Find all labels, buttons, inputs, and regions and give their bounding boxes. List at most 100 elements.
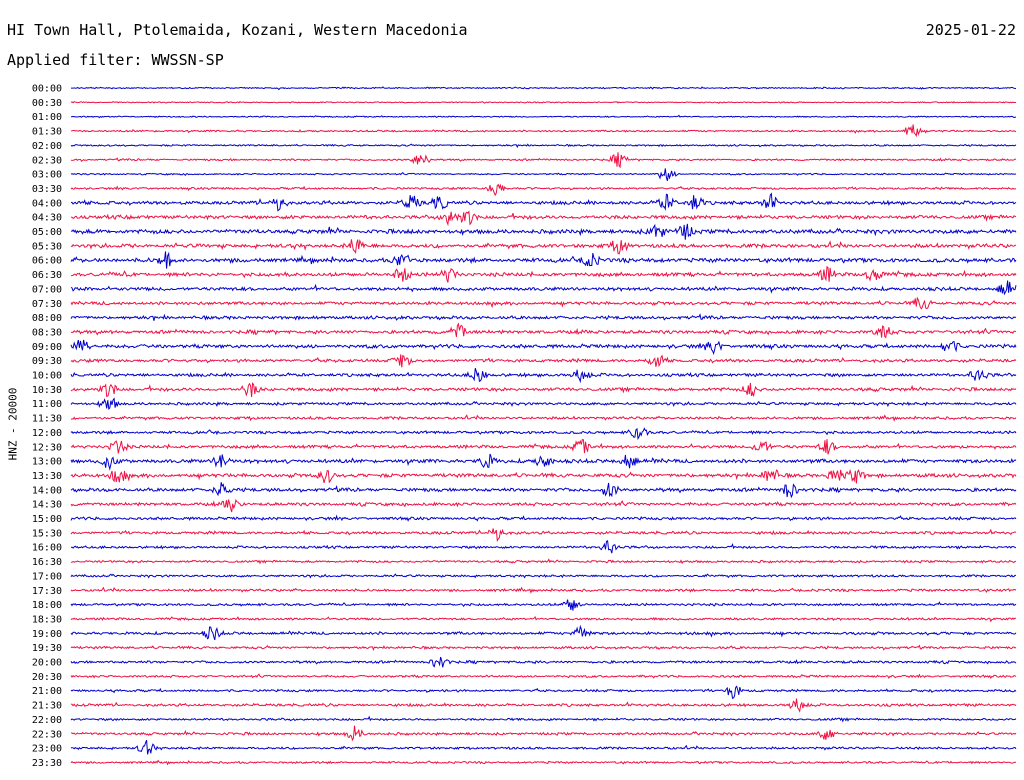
trace-1200: [70, 427, 1017, 441]
time-tick-0600: 06:00: [32, 256, 62, 267]
time-tick-1300: 13:00: [32, 457, 62, 468]
trace-0830: [70, 322, 1017, 339]
time-tick-0400: 04:00: [32, 198, 62, 209]
time-tick-0300: 03:00: [32, 170, 62, 181]
trace-0100: [70, 114, 1017, 119]
time-tick-1330: 13:30: [32, 471, 62, 482]
trace-0130: [70, 124, 1017, 138]
trace-0400: [70, 192, 1017, 212]
time-tick-1730: 17:30: [32, 586, 62, 597]
trace-0930: [70, 354, 1017, 368]
time-tick-0630: 06:30: [32, 270, 62, 281]
trace-0300: [70, 168, 1017, 181]
time-tick-2030: 20:30: [32, 672, 62, 683]
trace-1130: [70, 414, 1017, 422]
time-tick-1100: 11:00: [32, 399, 62, 410]
filter-prefix: Applied filter:: [7, 51, 143, 69]
filter-label: Applied filter: WWSSN-SP: [7, 51, 224, 69]
trace-1400: [70, 482, 1017, 499]
trace-0200: [70, 143, 1017, 149]
date-label: 2025-01-22: [925, 21, 1016, 39]
trace-2000: [70, 656, 1017, 668]
time-tick-1500: 15:00: [32, 514, 62, 525]
trace-2230: [70, 725, 1017, 742]
trace-1030: [70, 381, 1017, 398]
trace-1000: [70, 367, 1017, 384]
trace-0600: [70, 251, 1017, 269]
time-tick-0200: 02:00: [32, 141, 62, 152]
trace-1730: [70, 586, 1017, 594]
trace-0530: [70, 238, 1017, 255]
time-tick-1930: 19:30: [32, 643, 62, 654]
trace-1830: [70, 615, 1017, 623]
time-tick-1630: 16:30: [32, 557, 62, 568]
time-tick-1430: 14:30: [32, 500, 62, 511]
trace-1930: [70, 644, 1017, 652]
time-tick-0930: 09:30: [32, 356, 62, 367]
trace-0730: [70, 296, 1017, 310]
seismogram-traces: [70, 86, 1017, 766]
time-tick-0730: 07:30: [32, 299, 62, 310]
time-tick-0430: 04:30: [32, 213, 62, 224]
time-tick-0900: 09:00: [32, 342, 62, 353]
trace-1430: [70, 498, 1017, 513]
trace-1500: [70, 514, 1017, 522]
time-tick-2330: 23:30: [32, 758, 62, 769]
time-tick-2230: 22:30: [32, 729, 62, 740]
time-tick-0330: 03:30: [32, 184, 62, 195]
trace-1700: [70, 573, 1017, 579]
time-tick-1830: 18:30: [32, 614, 62, 625]
trace-2200: [70, 715, 1017, 723]
time-tick-1800: 18:00: [32, 600, 62, 611]
trace-1600: [70, 540, 1017, 554]
trace-1900: [70, 624, 1017, 641]
time-tick-1900: 19:00: [32, 629, 62, 640]
trace-2130: [70, 698, 1017, 713]
time-tick-1230: 12:30: [32, 442, 62, 453]
time-tick-1030: 10:30: [32, 385, 62, 396]
time-tick-0700: 07:00: [32, 284, 62, 295]
time-tick-1530: 15:30: [32, 528, 62, 539]
trace-1300: [70, 453, 1017, 471]
trace-2330: [70, 759, 1017, 766]
trace-2100: [70, 685, 1017, 699]
time-tick-1000: 10:00: [32, 371, 62, 382]
trace-0900: [70, 339, 1017, 355]
trace-0500: [70, 223, 1017, 240]
time-tick-1700: 17:00: [32, 571, 62, 582]
filter-name: WWSSN-SP: [151, 51, 224, 69]
trace-0030: [70, 101, 1016, 105]
trace-2030: [70, 673, 1017, 680]
time-tick-1400: 14:00: [32, 485, 62, 496]
time-tick-0230: 02:30: [32, 155, 62, 166]
trace-0800: [70, 313, 1017, 321]
trace-0000: [70, 86, 1017, 91]
time-tick-2000: 20:00: [32, 658, 62, 669]
trace-1230: [70, 439, 1017, 455]
time-tick-0530: 05:30: [32, 241, 62, 252]
trace-0230: [70, 152, 1017, 169]
time-tick-0800: 08:00: [32, 313, 62, 324]
time-tick-1200: 12:00: [32, 428, 62, 439]
time-tick-0000: 00:00: [32, 84, 62, 95]
trace-1630: [70, 558, 1017, 565]
time-tick-0030: 00:30: [32, 98, 62, 109]
time-tick-0130: 01:30: [32, 127, 62, 138]
station-title: HI Town Hall, Ptolemaida, Kozani, Wester…: [7, 21, 468, 39]
time-tick-0500: 05:00: [32, 227, 62, 238]
trace-1330: [70, 468, 1017, 484]
trace-1800: [70, 599, 1017, 611]
trace-0330: [70, 183, 1017, 197]
trace-0700: [70, 280, 1017, 296]
time-tick-2130: 21:30: [32, 701, 62, 712]
time-tick-2100: 21:00: [32, 686, 62, 697]
trace-1100: [70, 397, 1017, 411]
time-tick-0100: 01:00: [32, 112, 62, 123]
time-tick-1600: 16:00: [32, 543, 62, 554]
time-tick-2300: 23:00: [32, 744, 62, 755]
trace-2300: [70, 739, 1017, 755]
time-tick-0830: 08:30: [32, 327, 62, 338]
time-tick-2200: 22:00: [32, 715, 62, 726]
time-tick-1130: 11:30: [32, 414, 62, 425]
